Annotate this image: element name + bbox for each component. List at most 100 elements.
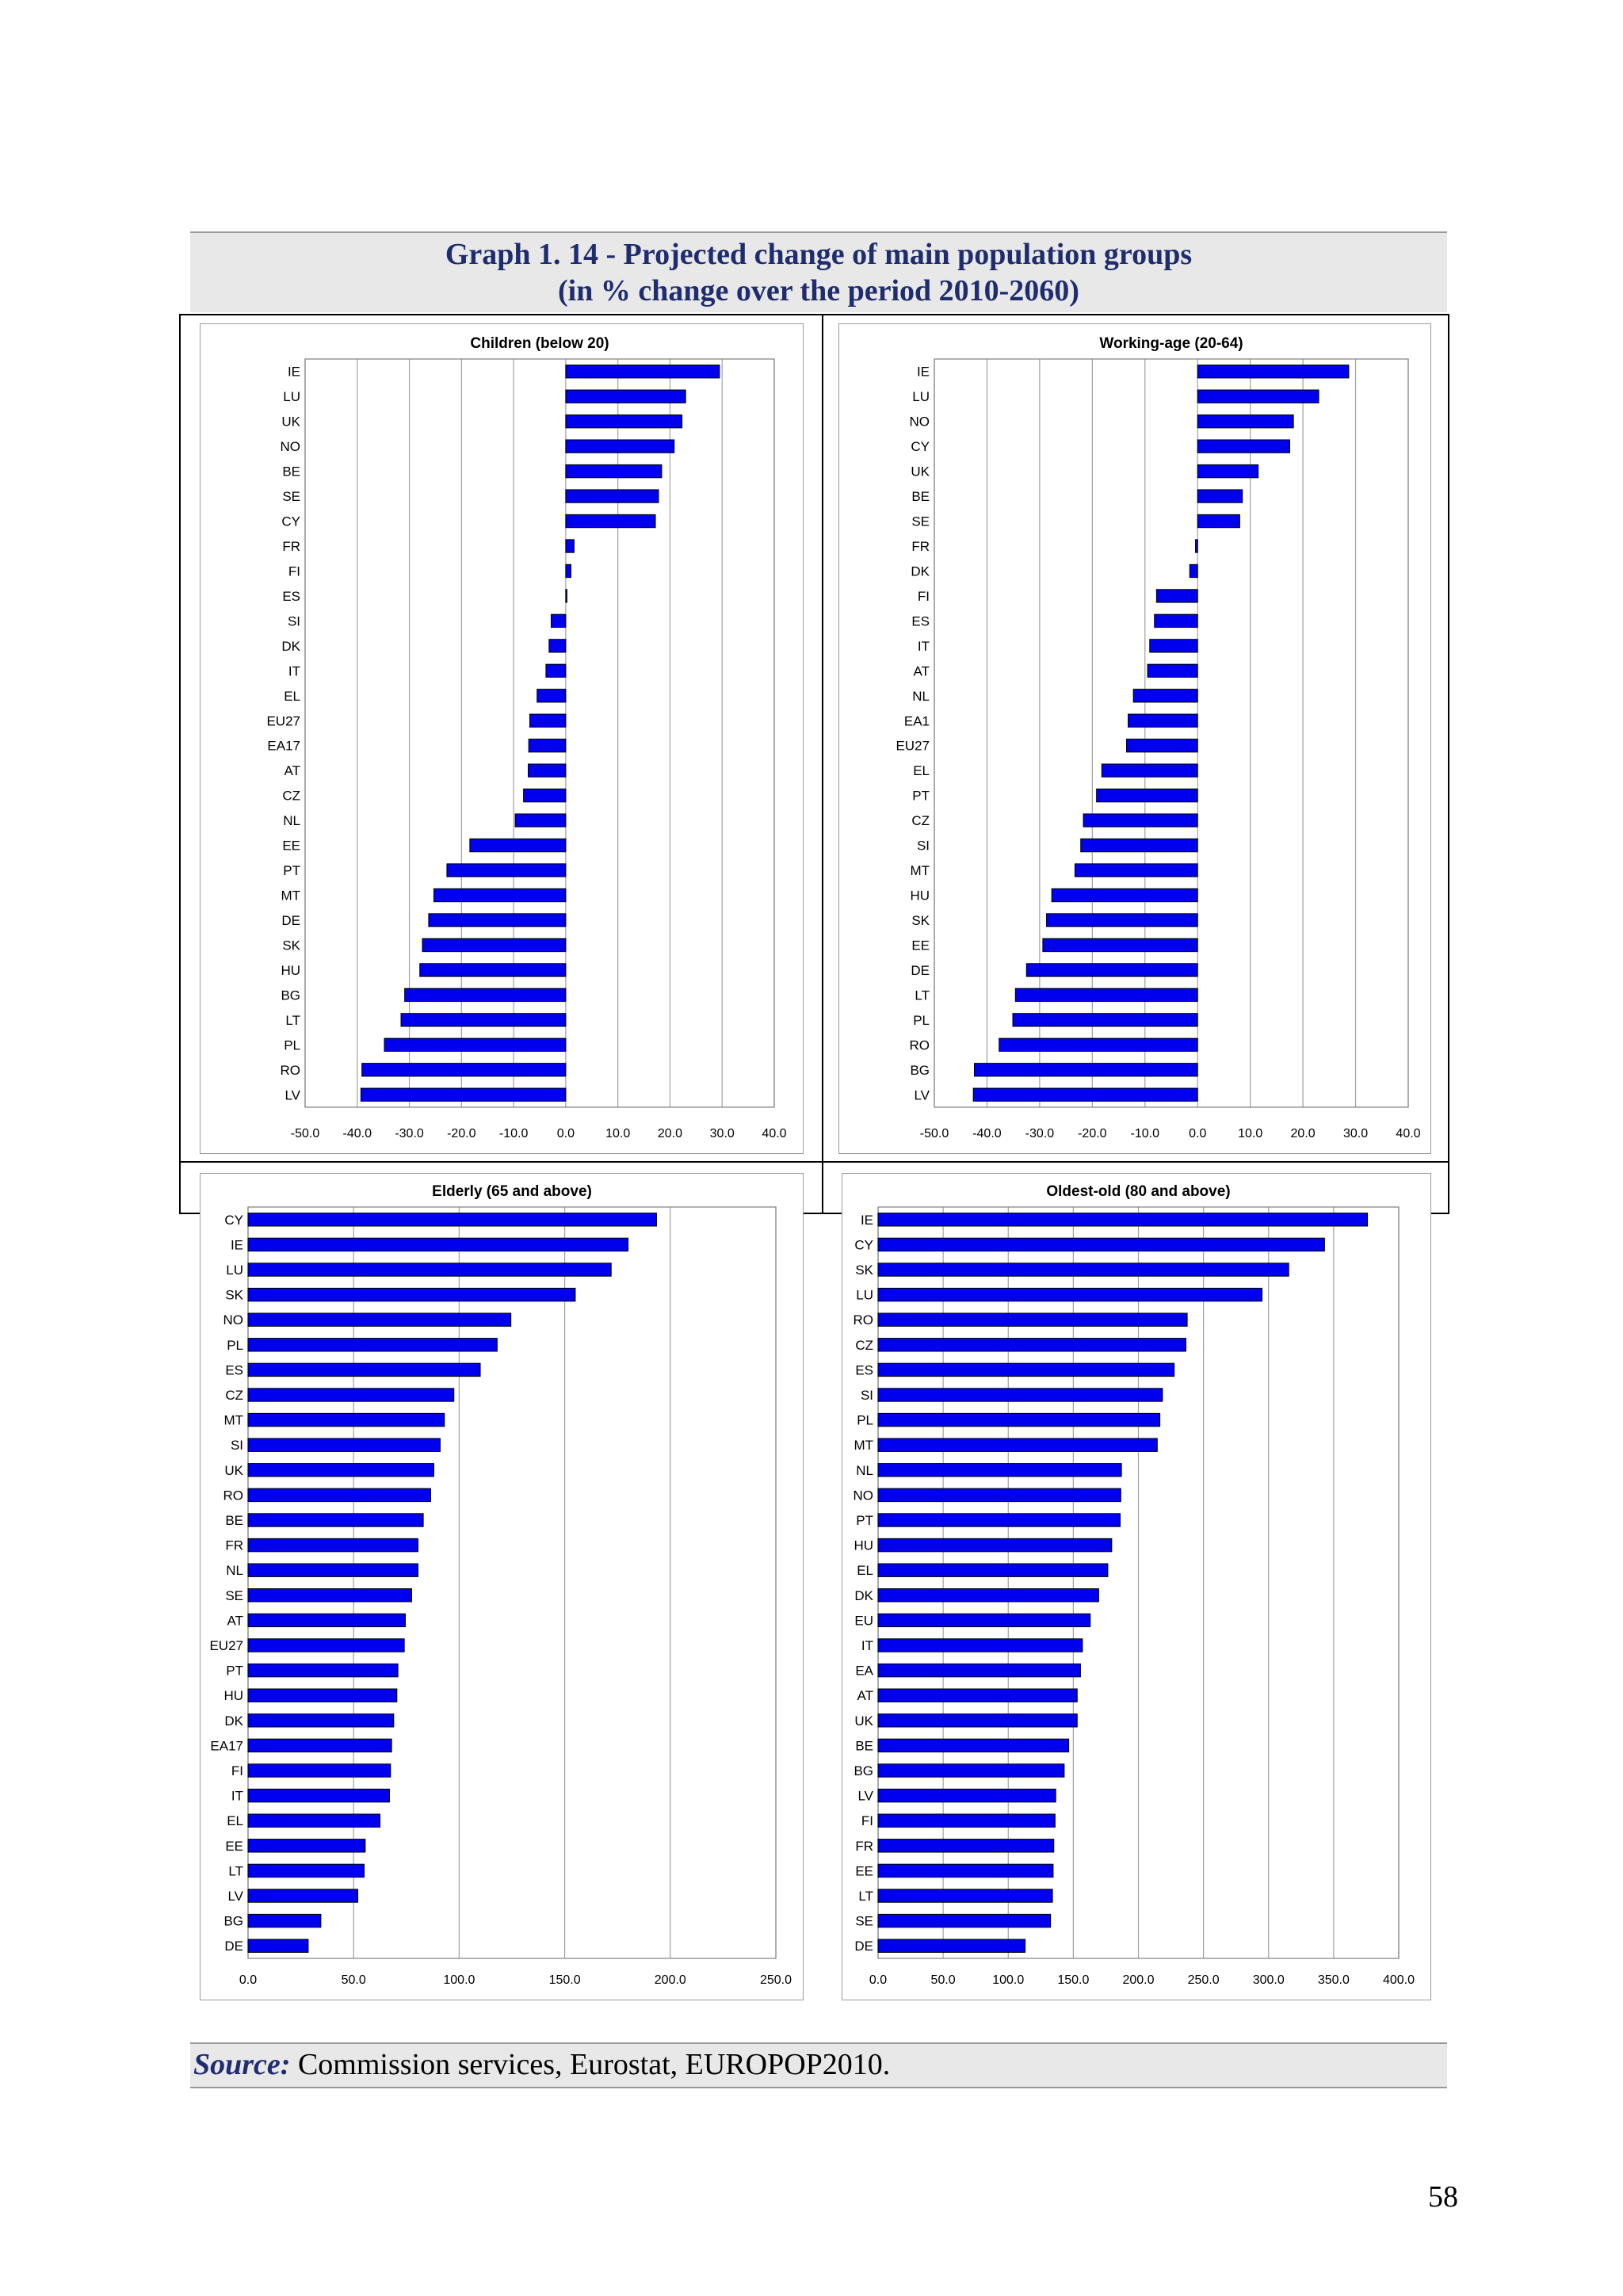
chart-panel-elderly: Elderly (65 and above) 0.0 50.0 100.0 150.0 2…: [200, 1173, 804, 2000]
chart-children-below-20-bar-de: [428, 913, 567, 927]
chart-children-below-20-category-label: FI: [288, 563, 300, 579]
chart-oldest-old-80-and-above-tick-label: 50.0: [931, 1973, 956, 1987]
chart-elderly-65-and-above-category-label: BE: [225, 1513, 243, 1528]
chart-elderly-65-and-above-bar-se: [247, 1588, 412, 1603]
chart-elderly-65-and-above-plot-area: [247, 1206, 777, 1959]
chart-elderly-65-and-above-category-label: AT: [227, 1613, 243, 1628]
chart-oldest-old-80-and-above-tick-label: 250.0: [1188, 1973, 1220, 1987]
chart-working-age-20-64-category-label: PT: [912, 789, 930, 804]
chart-working-age-20-64-tick-label: 0.0: [1189, 1127, 1206, 1140]
chart-children-below-20-bar-eu27: [529, 713, 567, 728]
chart-oldest-old-80-and-above-bar-hu: [877, 1538, 1113, 1553]
chart-elderly-65-and-above-tick-label: 100.0: [443, 1973, 475, 1987]
chart-elderly-65-and-above-bar-eu27: [247, 1638, 405, 1652]
chart-working-age-20-64-tick-label: -20.0: [1078, 1127, 1107, 1140]
chart-working-age-20-64-bar-dk: [1189, 563, 1198, 579]
chart-oldest-old-80-and-above-bar-si: [877, 1388, 1163, 1402]
chart-elderly-65-and-above-bar-bg: [247, 1913, 322, 1928]
chart-children-below-20-bar-ie: [565, 365, 720, 379]
chart-oldest-old-80-and-above-category-label: BE: [855, 1738, 873, 1753]
chart-oldest-old-80-and-above-bar-at: [877, 1688, 1078, 1702]
chart-elderly-65-and-above-tick-label: 200.0: [655, 1973, 686, 1987]
chart-children-below-20-category-label: DE: [281, 913, 300, 928]
chart-children-below-20-category-label: BG: [281, 988, 300, 1003]
chart-oldest-old-80-and-above-bar-eu: [877, 1613, 1091, 1628]
chart-working-age-20-64-bar-nl: [1132, 689, 1198, 703]
chart-oldest-old-80-and-above-bar-ro: [877, 1312, 1188, 1327]
chart-children-below-20-bar-ea17: [528, 739, 567, 753]
chart-oldest-old-80-and-above-bar-fi: [877, 1813, 1056, 1828]
chart-oldest-old-80-and-above-title: Oldest-old (80 and above): [1046, 1183, 1230, 1200]
chart-children-below-20-tick-label: 30.0: [710, 1127, 735, 1140]
chart-working-age-20-64-bar-mt: [1074, 863, 1198, 877]
chart-elderly-65-and-above-bar-es: [247, 1362, 481, 1377]
chart-children-below-20-category-label: PL: [284, 1037, 300, 1052]
chart-children-below-20-bar-bg: [404, 988, 567, 1003]
chart-children-below-20-bar-fr: [565, 539, 575, 553]
chart-working-age-20-64-category-label: PL: [913, 1013, 930, 1028]
chart-working-age-20-64-bar-fr: [1195, 539, 1198, 553]
chart-oldest-old-80-and-above-bar-ie: [877, 1213, 1369, 1227]
chart-elderly-65-and-above-category-label: PT: [226, 1664, 243, 1679]
chart-working-age-20-64-tick-label: 30.0: [1343, 1127, 1368, 1140]
chart-working-age-20-64-bar-lt: [1014, 988, 1198, 1003]
chart-elderly-65-and-above-category-label: FR: [225, 1538, 243, 1553]
chart-oldest-old-80-and-above-bar-ea: [877, 1663, 1081, 1678]
chart-working-age-20-64-category-label: FI: [918, 589, 930, 604]
chart-children-below-20-category-label: SI: [288, 613, 300, 628]
chart-children-below-20-bar-cy: [565, 514, 656, 529]
graph-title-line1: Graph 1. 14 - Projected change of main p…: [445, 238, 1193, 271]
chart-oldest-old-80-and-above-bar-se: [877, 1913, 1052, 1928]
chart-working-age-20-64-category-label: IT: [918, 639, 930, 654]
chart-children-below-20-bar-uk: [565, 414, 683, 429]
chart-oldest-old-80-and-above-category-label: FI: [861, 1813, 873, 1828]
chart-oldest-old-80-and-above-plot-area: [877, 1206, 1400, 1959]
chart-oldest-old-80-and-above-bar-uk: [877, 1713, 1078, 1728]
chart-grid-divider-horizontal: [179, 1161, 1449, 1163]
chart-oldest-old-80-and-above-category-label: UK: [854, 1713, 873, 1729]
chart-working-age-20-64-category-label: IE: [917, 365, 930, 380]
chart-children-below-20-bar-se: [565, 489, 659, 503]
chart-elderly-65-and-above-bar-ea17: [247, 1738, 392, 1753]
chart-elderly-65-and-above-bar-be: [247, 1513, 424, 1527]
chart-elderly-65-and-above-category-label: SI: [231, 1438, 243, 1453]
chart-children-below-20-category-label: FR: [282, 539, 300, 554]
chart-oldest-old-80-and-above-category-label: LV: [857, 1789, 873, 1804]
chart-children-below-20-bar-dk: [548, 639, 567, 653]
chart-oldest-old-80-and-above-bar-dk: [877, 1588, 1099, 1603]
chart-children-below-20-tick-label: -10.0: [499, 1127, 529, 1140]
chart-elderly-65-and-above-category-label: RO: [223, 1488, 244, 1503]
chart-elderly-65-and-above-bar-pl: [247, 1338, 498, 1352]
chart-oldest-old-80-and-above-category-label: SI: [861, 1388, 873, 1403]
chart-oldest-old-80-and-above-category-label: HU: [854, 1538, 873, 1553]
chart-working-age-20-64-category-label: FR: [911, 539, 930, 554]
chart-working-age-20-64-category-label: SE: [911, 514, 930, 529]
chart-children-below-20-tick-label: 40.0: [762, 1127, 786, 1140]
chart-elderly-65-and-above-svg: Elderly (65 and above) 0.0 50.0 100.0 150.0 2…: [209, 1183, 792, 1987]
chart-oldest-old-80-and-above-tick-label: 100.0: [992, 1973, 1024, 1987]
chart-children-below-20-bar-lv: [360, 1087, 567, 1102]
chart-oldest-old-80-and-above-category-label: NL: [856, 1463, 873, 1478]
chart-oldest-old-80-and-above-bar-no: [877, 1488, 1121, 1503]
source-note: Source: Commission services, Eurostat, E…: [190, 2042, 1447, 2088]
chart-elderly-65-and-above-bar-it: [247, 1788, 390, 1803]
chart-children-below-20-bar-sk: [422, 938, 567, 953]
chart-oldest-old-80-and-above-bar-de: [877, 1939, 1026, 1953]
chart-oldest-old-80-and-above-bar-pt: [877, 1513, 1121, 1527]
chart-oldest-old-80-and-above-category-label: PT: [856, 1513, 873, 1528]
chart-children-below-20-tick-label: -40.0: [343, 1127, 372, 1140]
chart-working-age-20-64-category-label: LV: [914, 1087, 930, 1102]
chart-elderly-65-and-above-bar-si: [247, 1438, 441, 1452]
chart-children-below-20-bar-lt: [400, 1013, 567, 1027]
chart-oldest-old-80-and-above-category-label: CY: [854, 1237, 873, 1252]
chart-working-age-20-64-plot-area: [934, 358, 1409, 1108]
chart-working-age-20-64-bar-lv: [972, 1087, 1198, 1102]
chart-children-below-20-category-label: HU: [281, 963, 300, 978]
chart-working-age-20-64-category-label: DE: [911, 963, 930, 978]
chart-elderly-65-and-above-tick-label: 250.0: [760, 1973, 792, 1987]
source-label: Source:: [193, 2048, 291, 2081]
chart-working-age-20-64-category-label: CZ: [911, 813, 930, 828]
chart-elderly-65-and-above-bar-cz: [247, 1388, 455, 1402]
chart-elderly-65-and-above-bar-uk: [247, 1463, 434, 1477]
chart-elderly-65-and-above-bar-el: [247, 1813, 380, 1828]
